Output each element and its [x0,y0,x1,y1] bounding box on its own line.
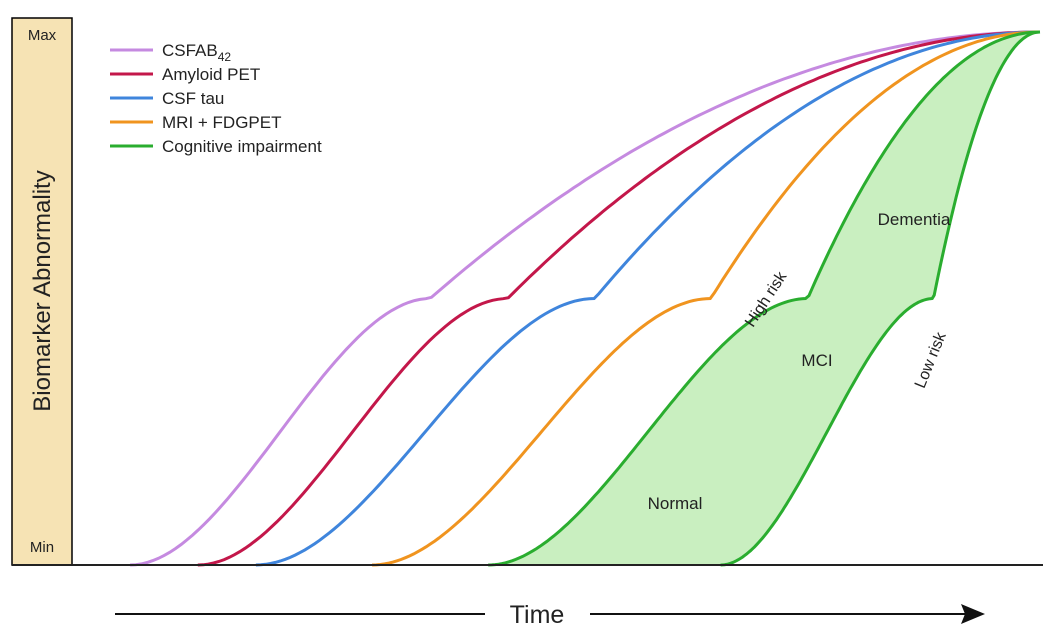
x-axis-label: Time [510,601,565,626]
y-tick-min: Min [30,539,54,556]
legend-label: MRI + FDGPET [162,113,281,132]
series-curve-cognitive-impairment [488,30,1041,567]
risk-region-fill [488,32,1040,565]
label-dementia: Dementia [878,210,951,229]
y-axis-band [11,17,73,566]
y-axis-label: Biomarker Abnormality [29,170,56,411]
series-curve-mri-fdgpet [372,30,1040,567]
legend-label: CSFAB42 [162,41,231,64]
label-low-risk: Low risk [912,329,950,391]
legend-label: Cognitive impairment [162,137,322,156]
series-curve-csfab [130,30,1040,567]
curve-group [130,30,1041,567]
series-curve-amyloid-pet [197,30,1040,567]
label-mci: MCI [801,351,832,370]
y-tick-max: Max [28,27,57,44]
low-risk-curve [720,30,1041,567]
legend-label: CSF tau [162,89,224,108]
time-arrowhead-icon [961,604,985,624]
series-curve-csf-tau [255,30,1040,567]
label-normal: Normal [648,494,703,513]
legend-label: Amyloid PET [162,65,260,84]
